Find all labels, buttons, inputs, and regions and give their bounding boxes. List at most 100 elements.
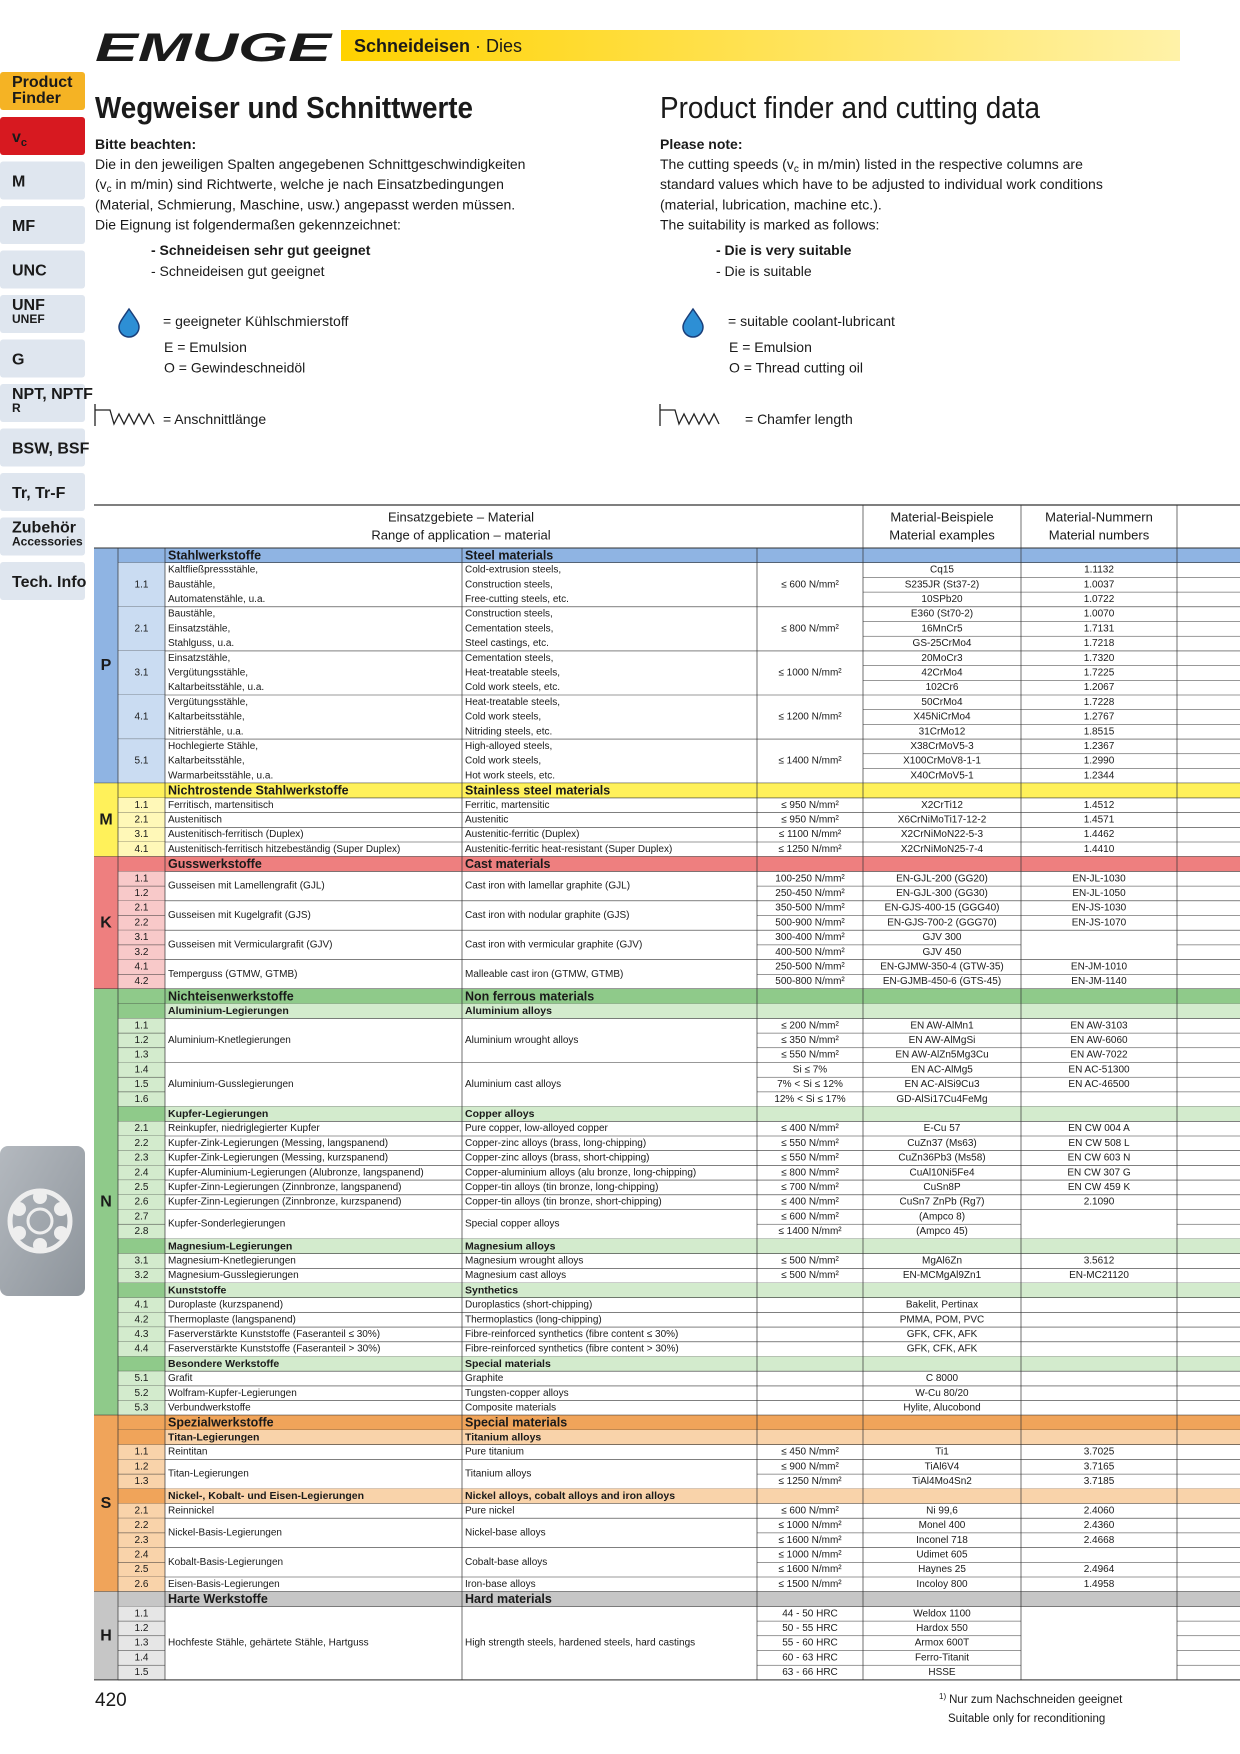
subheading: Nickel alloys, cobalt alloys and iron al… xyxy=(465,1490,675,1502)
subheading: Nickel-, Kobalt- und Eisen-Legierungen xyxy=(168,1490,364,1502)
cell-no: 1.4 xyxy=(135,1064,149,1075)
cell-de: Aluminium-Gusslegierungen xyxy=(168,1079,294,1090)
note-line: Die Eignung ist folgendermaßen gekennzei… xyxy=(95,217,401,233)
note-line: The suitability is marked as follows: xyxy=(660,217,879,233)
sidebar-label: vc xyxy=(12,129,27,149)
cell-ex: 10SPb20 xyxy=(921,594,963,605)
note-line: (Material, Schmierung, Maschine, usw.) a… xyxy=(95,196,515,212)
heading: Hard materials xyxy=(465,1592,552,1606)
column-header: Range of application – material xyxy=(371,528,550,543)
number-cell xyxy=(118,1503,165,1519)
cell-num: 1.2767 xyxy=(1084,712,1115,723)
subheading: Kunststoffe xyxy=(168,1284,226,1296)
footnote-en: Suitable only for reconditioning xyxy=(948,1713,1105,1725)
sidebar-label: Tech. Info xyxy=(12,574,87,591)
cell-en: Pure nickel xyxy=(465,1505,514,1516)
cell-ex: 31CrMo12 xyxy=(919,726,966,737)
cell-no: 1.1 xyxy=(135,1608,149,1619)
cell-num: 2.4060 xyxy=(1084,1505,1115,1516)
cell-num: 1.4512 xyxy=(1084,800,1115,811)
cell-de: Einsatzstähle, xyxy=(168,623,230,634)
cell-ex: X100CrMoV8-1-1 xyxy=(903,756,981,767)
cell-no: 1.2 xyxy=(135,888,149,899)
cell-de: Stahlguss, u.a. xyxy=(168,638,234,649)
group-letter: H xyxy=(100,1627,112,1644)
cell-en: Heat-treatable steels, xyxy=(465,667,560,678)
cell-no: 2.3 xyxy=(135,1153,149,1164)
cell-de: Kaltarbeitsstähle, u.a. xyxy=(168,682,264,693)
cell-en: Thermoplastics (long-chipping) xyxy=(465,1314,602,1325)
group-letter: K xyxy=(100,914,112,931)
coolant-type: O = Thread cutting oil xyxy=(729,360,863,376)
note-text: (v xyxy=(95,176,107,192)
page-number: 420 xyxy=(95,1690,127,1711)
note-text: in m/min) listed in the respective colum… xyxy=(799,156,1083,172)
die-icon-tab xyxy=(0,1146,85,1296)
cell-no: 3.2 xyxy=(135,947,149,958)
subheading-band xyxy=(165,1238,1240,1254)
cell-cond: ≤ 1400 N/mm² xyxy=(778,1226,842,1237)
cell-num: EN-MC21120 xyxy=(1069,1270,1129,1281)
note-line: Die in den jeweiligen Spalten angegebene… xyxy=(95,156,525,172)
cell-cond: ≤ 600 N/mm² xyxy=(781,1211,839,1222)
cell-en: Cast iron with nodular graphite (GJS) xyxy=(465,910,630,921)
cell-de: Reinnickel xyxy=(168,1505,214,1516)
group-band xyxy=(94,1415,118,1592)
cell-en: Malleable cast iron (GTMW, GTMB) xyxy=(465,969,623,980)
note-subscript: c xyxy=(794,164,799,175)
note-line: (material, lubrication, machine etc.). xyxy=(660,196,882,212)
heading-band xyxy=(118,989,1240,1004)
cell-num: 1.7218 xyxy=(1084,638,1115,649)
subheading-band xyxy=(165,1430,1240,1445)
coolant-icon xyxy=(118,307,704,338)
cell-cond: 7% < Si ≤ 12% xyxy=(777,1079,843,1090)
cell-en: Special copper alloys xyxy=(465,1219,560,1230)
cell-no: 1.6 xyxy=(135,1094,149,1105)
cell-ex: X2CrNiMoN22-5-3 xyxy=(901,829,984,840)
cell-cond: ≤ 1500 N/mm² xyxy=(778,1579,842,1590)
cell-cond: ≤ 1250 N/mm² xyxy=(778,1476,842,1487)
cell-num: 1.4571 xyxy=(1084,814,1115,825)
cell-no: 2.1 xyxy=(135,814,149,825)
cell-num: EN AC-46500 xyxy=(1068,1079,1130,1090)
number-cell xyxy=(118,562,165,607)
cell-de: Grafit xyxy=(168,1373,193,1384)
cell-en: Pure copper, low-alloyed copper xyxy=(465,1123,609,1134)
cell-ex: Weldox 1100 xyxy=(913,1608,971,1619)
subheading: Titan-Legierungen xyxy=(168,1431,259,1443)
cell-num: 1.2367 xyxy=(1084,741,1115,752)
cell-de: Kupfer-Zinn-Legierungen (Zinnbronze, kur… xyxy=(168,1197,401,1208)
cell-cond: ≤ 1250 N/mm² xyxy=(778,844,842,855)
cell-num: EN-JL-1030 xyxy=(1072,873,1126,884)
group-band xyxy=(94,856,118,989)
cell-de: Nickel-Basis-Legierungen xyxy=(168,1527,282,1538)
cell-en: Copper-zinc alloys (brass, short-chippin… xyxy=(465,1153,650,1164)
page-title: Wegweiser und Schnittwerte xyxy=(95,90,473,125)
heading-band xyxy=(118,1591,1240,1607)
chamfer-icon xyxy=(94,404,720,426)
section-title: Schneideisen · Dies xyxy=(354,36,522,56)
cell-de: Faserverstärkte Kunststoffe (Faseranteil… xyxy=(168,1344,380,1355)
cell-no: 1.3 xyxy=(135,1050,149,1061)
footnote: 1) Nur zum Nachschneiden geeignet xyxy=(939,1692,1123,1706)
note-text: in m/min) sind Richtwerte, welche je nac… xyxy=(112,176,504,192)
group-band xyxy=(94,783,118,857)
suitability: - Die is suitable xyxy=(716,263,812,279)
coolant-type: O = Gewindeschneidöl xyxy=(164,360,305,376)
cell-ex: S235JR (St37-2) xyxy=(905,579,979,590)
heading: Stahlwerkstoffe xyxy=(168,548,261,562)
cell-de: Warmarbeitsstähle, u.a. xyxy=(168,770,273,781)
number-cell xyxy=(118,1268,165,1283)
cell-no: 1.2 xyxy=(135,1461,149,1472)
cell-de: Kupfer-Zinn-Legierungen (Zinnbronze, lan… xyxy=(168,1182,401,1193)
subheading: Synthetics xyxy=(465,1284,518,1296)
cell-no: 4.1 xyxy=(135,961,149,972)
cell-en: Nickel-base alloys xyxy=(465,1527,546,1538)
separator: · xyxy=(475,36,481,56)
cell-num: 1.4958 xyxy=(1084,1579,1115,1590)
cell-no: 2.2 xyxy=(135,1138,149,1149)
cell-num: EN AW-7022 xyxy=(1070,1050,1128,1061)
cell-de: Eisen-Basis-Legierungen xyxy=(168,1579,280,1590)
